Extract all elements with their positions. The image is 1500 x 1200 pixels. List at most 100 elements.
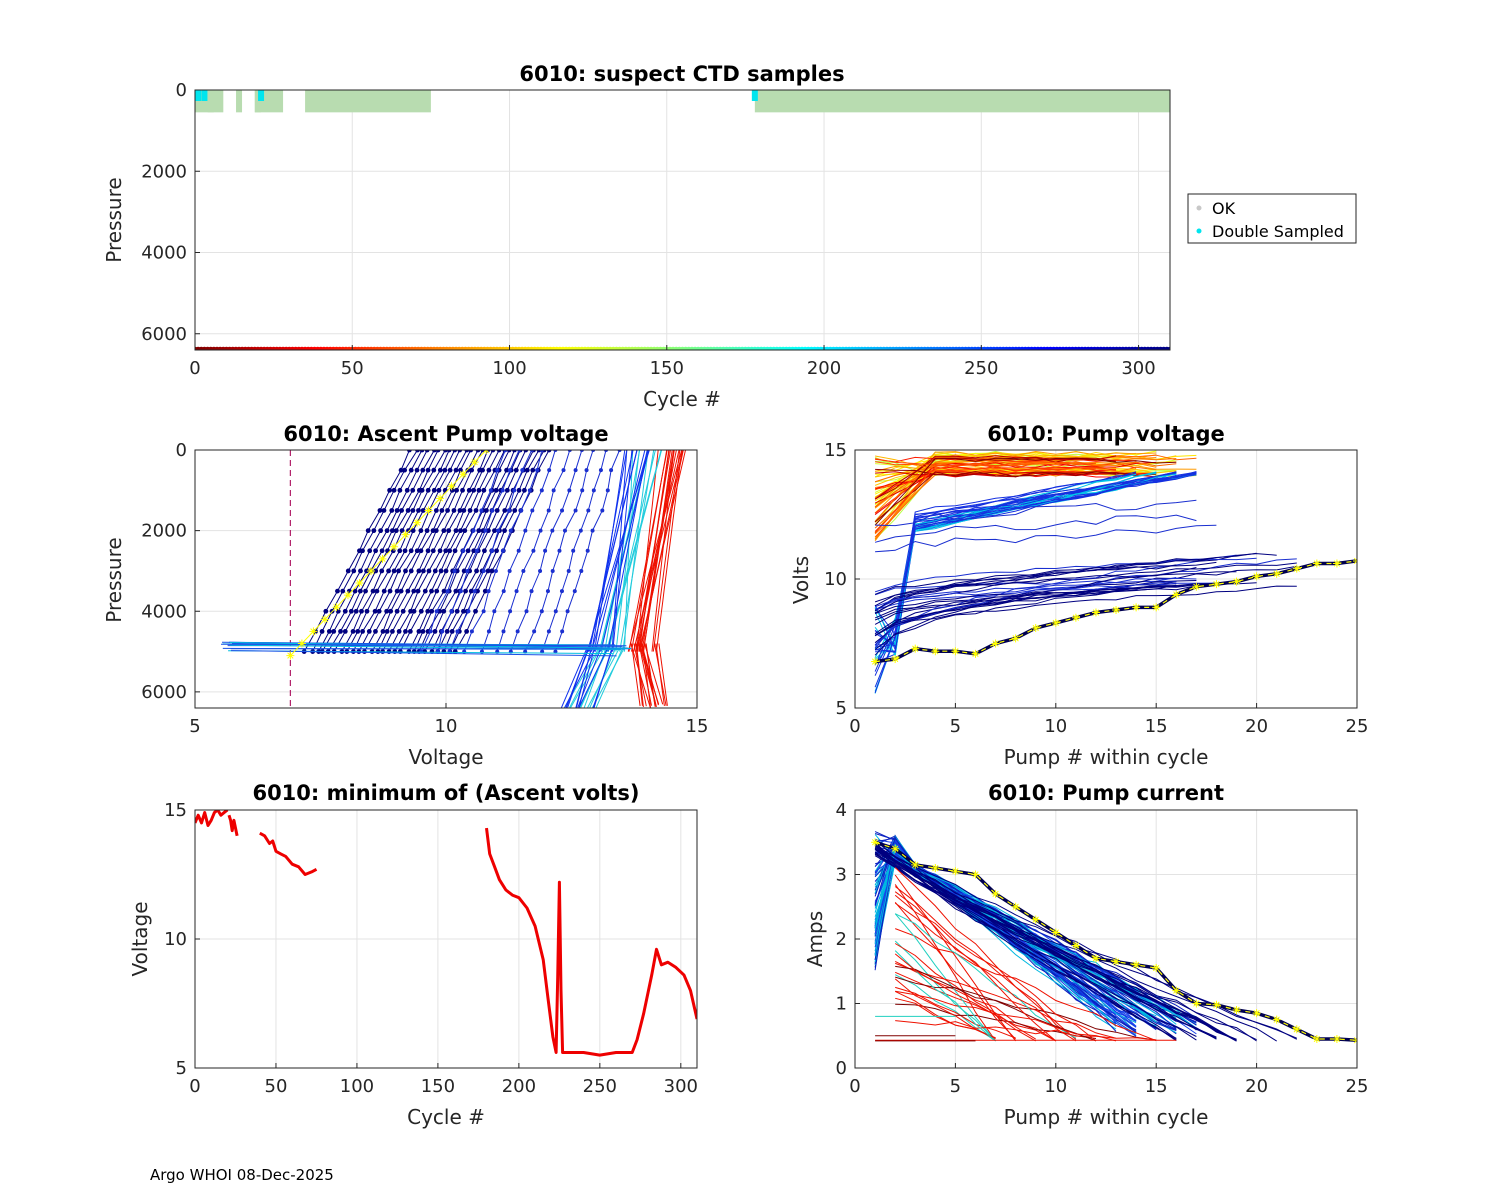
ascent-sample-point xyxy=(524,467,530,473)
ascent-sample-point xyxy=(403,568,408,574)
ascent-sample-point xyxy=(463,588,468,594)
ascent-sample-point xyxy=(507,568,512,573)
ascent-sample-point xyxy=(379,548,385,554)
ascent-sample-point xyxy=(445,589,450,594)
ascent-sample-point xyxy=(514,589,519,594)
ascent-sample-point xyxy=(461,568,467,574)
ascent-sample-point xyxy=(504,487,510,493)
ascent-sample-point xyxy=(571,548,576,553)
ascent-sample-point xyxy=(492,609,497,614)
highlight-star-marker xyxy=(1292,564,1301,573)
y-axis-label: Pressure xyxy=(102,537,126,622)
pump-voltage-line xyxy=(874,460,1097,508)
x-tick-label: 25 xyxy=(1346,716,1369,737)
highlight-star-marker xyxy=(1071,941,1080,950)
ascent-sample-point xyxy=(464,629,470,634)
ascent-sample-point xyxy=(335,608,341,614)
ascent-profile-line xyxy=(599,450,649,652)
ascent-sample-point xyxy=(475,450,481,453)
ascent-profile-line xyxy=(631,643,641,707)
pump-current-line xyxy=(895,962,1117,1039)
x-tick-label: 0 xyxy=(849,716,860,737)
pump-current-line xyxy=(894,901,1016,1040)
x-tick-label: 5 xyxy=(950,716,961,737)
x-tick-label: 10 xyxy=(1044,716,1067,737)
ascent-sample-point xyxy=(408,467,414,473)
highlight-star-marker xyxy=(1292,1025,1301,1034)
data-marks xyxy=(871,831,1357,1045)
ascent-sample-point xyxy=(480,467,485,473)
ascent-sample-point xyxy=(481,568,486,573)
ascent-sample-point xyxy=(559,589,564,594)
ascent-sample-point xyxy=(438,568,444,574)
data-marks xyxy=(195,90,1170,350)
highlight-star-marker xyxy=(971,649,980,658)
ascent-sample-point xyxy=(426,568,432,574)
ascent-sample-point xyxy=(473,508,479,513)
ascent-sample-point xyxy=(573,508,578,513)
ascent-sample-point xyxy=(416,568,422,574)
ascent-sample-point xyxy=(376,608,382,614)
ascent-sample-point xyxy=(551,488,556,493)
highlight-star-marker xyxy=(991,889,1000,898)
ascent-sample-point xyxy=(461,508,467,513)
ascent-sample-point xyxy=(455,629,460,634)
highlight-star-marker xyxy=(871,657,880,666)
ascent-sample-point xyxy=(407,629,413,634)
ascent-sample-point xyxy=(406,528,411,534)
ascent-sample-point xyxy=(532,629,537,634)
legend-marker-double-sampled xyxy=(1196,228,1202,234)
ascent-sample-point xyxy=(420,467,426,473)
tick-labels: 0 50 100 150 200 250 300 0 2000 4000 6000 xyxy=(141,80,1156,379)
y-tick-label: 5 xyxy=(836,698,847,719)
ascent-sample-point xyxy=(416,508,421,513)
ascent-sample-point xyxy=(535,468,540,473)
ascent-sample-point xyxy=(545,589,550,594)
ascent-bottom-line xyxy=(220,643,627,647)
legend: OK Double Sampled xyxy=(1187,193,1357,244)
y-tick-label: 0 xyxy=(836,1058,847,1079)
ascent-sample-point xyxy=(598,468,603,473)
ascent-sample-point xyxy=(418,528,424,534)
highlight-star-marker xyxy=(1172,590,1181,599)
pump-voltage-line xyxy=(875,524,1217,553)
pump-voltage-line xyxy=(874,471,1137,648)
pump-voltage-line xyxy=(875,461,1097,470)
ascent-sample-point xyxy=(458,528,463,534)
ascent-sample-point xyxy=(433,508,439,513)
ascent-sample-point xyxy=(572,589,577,594)
highlight-star-marker xyxy=(1332,559,1341,568)
ascent-sample-point xyxy=(449,629,455,634)
ascent-profile-line xyxy=(578,647,609,708)
ascent-sample-point xyxy=(405,508,411,513)
ascent-sample-point xyxy=(442,450,448,453)
x-tick-label: 20 xyxy=(1245,1076,1268,1097)
pump-current-line xyxy=(895,986,1016,1039)
ascent-sample-point xyxy=(437,608,443,614)
ascent-sample-point xyxy=(381,508,387,513)
ascent-profile-line xyxy=(651,450,675,652)
ascent-sample-point xyxy=(437,548,443,554)
ascent-sample-point xyxy=(445,508,450,513)
pump-voltage-line xyxy=(874,580,1197,644)
data-marks xyxy=(195,810,697,1057)
ok-sample-block xyxy=(254,90,261,113)
ascent-sample-point xyxy=(429,588,434,594)
ascent-sample-point xyxy=(400,608,406,614)
ascent-profile-line xyxy=(565,647,590,708)
ok-sample-block xyxy=(236,90,243,113)
ascent-profile-line xyxy=(622,450,649,652)
ascent-sample-point xyxy=(338,629,343,634)
ascent-sample-point xyxy=(408,548,414,554)
ascent-sample-point xyxy=(538,528,543,533)
x-tick-label: 300 xyxy=(664,1076,698,1097)
pump-voltage-line xyxy=(874,582,1217,611)
pump-current-line xyxy=(894,953,1036,1042)
ascent-sample-point xyxy=(481,487,487,493)
highlight-star-marker xyxy=(1192,582,1201,591)
ascent-sample-point xyxy=(476,487,482,493)
ascent-sample-point xyxy=(429,649,435,654)
ascent-sample-point xyxy=(472,589,477,594)
ascent-sample-point xyxy=(493,487,499,493)
